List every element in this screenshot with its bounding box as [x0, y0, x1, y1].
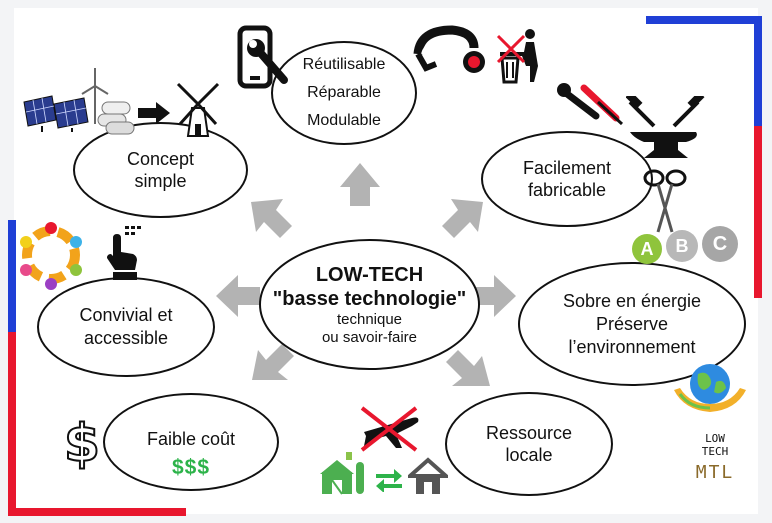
logo-line-1: LOW	[705, 432, 725, 445]
frame-left-red	[8, 332, 16, 516]
exchange-arrows-icon	[376, 469, 402, 492]
node-text: Modulable	[307, 112, 381, 129]
arrow-up-icon	[340, 163, 380, 206]
node-text: Convivial et	[79, 305, 173, 325]
touch-hand-icon	[107, 226, 141, 280]
center-desc-2: ou savoir-faire	[321, 328, 418, 346]
node-text: accessible	[83, 328, 169, 348]
arrow-left-icon	[216, 275, 260, 317]
arrow-down-left-icon	[252, 344, 294, 380]
cable-plug-icon	[413, 25, 485, 73]
frame-right-red	[754, 126, 762, 298]
lowtech-mtl-logo: LOW TECH MTL	[690, 432, 740, 500]
node-text: Faible coût	[146, 429, 236, 449]
windmill-icon	[176, 82, 220, 137]
node-text: Préserve	[595, 313, 669, 334]
center-subtitle: "basse technologie"	[272, 287, 467, 310]
pipes-icon	[97, 101, 135, 135]
node-concept-simple: Concept simple	[73, 122, 248, 218]
node-text: l’environnement	[568, 336, 696, 357]
arrow-up-left-icon	[251, 199, 292, 238]
node-text: locale	[505, 445, 553, 465]
logo-line-2: TECH	[701, 445, 729, 458]
frame-bottom-red	[8, 508, 186, 516]
grade-c-label: C	[712, 232, 728, 255]
logo-line-3: MTL	[695, 462, 735, 483]
node-text: Ressource	[485, 423, 573, 443]
grade-a-bulb: A	[632, 234, 662, 264]
arrow-down-right-icon	[446, 350, 490, 386]
grade-b-label: B	[675, 235, 689, 256]
node-text: Réutilisable	[302, 56, 386, 73]
hammers-icon	[626, 96, 705, 128]
solar-panel-icon	[23, 95, 89, 132]
node-text: simple	[134, 171, 187, 191]
frame-right-blue	[754, 16, 762, 126]
no-trash-icon	[496, 29, 538, 84]
node-text: Réparable	[307, 84, 381, 101]
node-convivial: Convivial et accessible	[37, 277, 215, 377]
node-text: Facilement	[522, 158, 612, 178]
anvil-icon	[630, 132, 697, 158]
frame-left-blue	[8, 220, 16, 332]
node-facilement-fabricable: Facilement fabricable	[481, 131, 653, 227]
tools-icon	[557, 83, 624, 126]
arrow-right-black-icon	[138, 102, 170, 124]
grade-b-bulb: B	[666, 230, 698, 262]
wind-turbine-icon	[81, 68, 109, 124]
grade-c-bulb: C	[702, 226, 738, 262]
node-text: fabricable	[527, 180, 607, 200]
house-icon	[408, 457, 448, 494]
node-ressource-locale: Ressource locale	[445, 392, 613, 496]
frame-top-blue	[646, 16, 762, 24]
earth-hands-icon	[674, 364, 746, 412]
arrow-right-icon	[472, 275, 516, 317]
dollar-big-text: $	[63, 413, 101, 475]
farm-icon	[320, 452, 364, 495]
node-text: Concept	[126, 149, 195, 169]
scissors-icon	[643, 169, 687, 233]
center-node: LOW-TECH "basse technologie" technique o…	[259, 239, 480, 370]
grade-a-label: A	[640, 238, 654, 259]
no-plane-icon	[360, 406, 419, 452]
node-faible-cout: Faible coût $$$	[103, 393, 279, 491]
energy-grades: A B C	[632, 226, 744, 266]
community-circle-icon	[20, 222, 82, 290]
node-reutilisable: Réutilisable Réparable Modulable	[271, 41, 417, 145]
node-text: Sobre en énergie	[562, 290, 702, 311]
center-title: LOW-TECH	[315, 263, 424, 286]
dollar-sign-icon: $	[62, 413, 102, 475]
dollars-text: $$$	[171, 456, 211, 479]
arrow-up-right-icon	[442, 199, 483, 238]
phone-wrench-icon	[237, 25, 288, 89]
center-desc-1: technique	[336, 310, 403, 328]
